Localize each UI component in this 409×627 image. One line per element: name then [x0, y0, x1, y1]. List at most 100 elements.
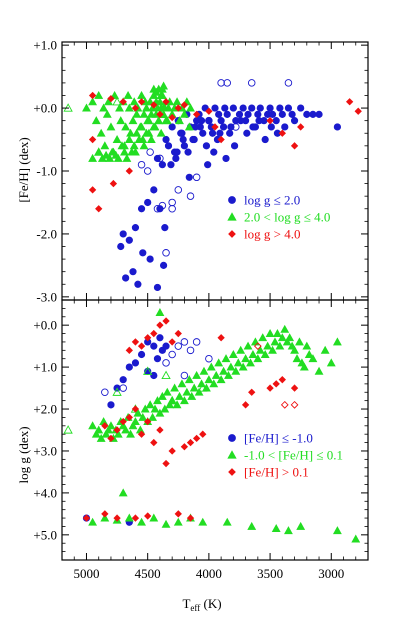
data-point: [292, 354, 302, 363]
data-point: [186, 103, 195, 112]
y-axis-title-top: [Fe/H] (dex): [16, 137, 31, 202]
data-point: [156, 426, 164, 434]
data-point: [142, 103, 151, 112]
data-point: [244, 110, 252, 118]
data-point: [126, 429, 135, 438]
data-point: [88, 91, 97, 100]
data-point: [192, 173, 201, 182]
data-point: [88, 421, 98, 430]
data-point: [332, 526, 342, 535]
data-point: [192, 110, 201, 119]
legend-label: [Fe/H] ≤ -1.0: [244, 431, 313, 446]
data-point: [143, 167, 152, 175]
data-point: [88, 135, 97, 144]
data-point: [255, 345, 265, 354]
data-point: [99, 103, 109, 112]
data-point: [131, 514, 140, 522]
legend-marker-circle: [228, 434, 236, 442]
data-point: [253, 354, 263, 363]
data-point: [102, 109, 112, 118]
data-point: [253, 342, 262, 350]
y-tick-label: +5.0: [33, 527, 57, 542]
data-point: [158, 161, 166, 169]
data-point: [219, 366, 228, 375]
data-point: [131, 417, 140, 426]
data-point: [121, 425, 131, 434]
data-point: [128, 116, 138, 125]
data-point: [127, 147, 137, 156]
series-green-triangle-filled: [88, 308, 361, 543]
data-point: [113, 426, 121, 434]
data-point: [206, 362, 216, 371]
data-point: [119, 384, 127, 392]
data-point: [332, 337, 342, 346]
x-axis-title-subscript: eff: [190, 603, 200, 613]
data-point: [168, 198, 176, 207]
data-point: [175, 391, 184, 400]
data-point: [156, 321, 164, 329]
data-point: [175, 116, 184, 125]
data-point: [192, 434, 201, 443]
data-point: [128, 421, 138, 430]
data-point: [278, 129, 286, 137]
data-point: [250, 337, 260, 346]
y-axis-title-bottom: log g (dex): [16, 426, 31, 483]
data-point: [122, 274, 130, 282]
data-point: [168, 447, 176, 455]
data-point: [168, 350, 176, 359]
data-point: [134, 280, 142, 288]
series-red-diamond-filled: [82, 317, 299, 522]
data-point: [174, 510, 182, 518]
data-point: [177, 129, 185, 137]
data-point: [174, 104, 182, 112]
data-point: [150, 404, 160, 413]
data-point: [156, 128, 166, 137]
data-point: [226, 129, 234, 137]
data-point: [115, 103, 124, 112]
data-point: [112, 387, 122, 396]
data-point: [216, 129, 224, 137]
data-point: [107, 401, 115, 409]
data-point: [95, 205, 103, 213]
data-point: [290, 345, 299, 354]
data-points: [63, 79, 362, 292]
data-point: [248, 104, 256, 112]
y-tick-label: -1.0: [36, 164, 57, 179]
data-point: [101, 422, 109, 430]
data-point: [303, 110, 311, 118]
data-point: [191, 123, 200, 131]
data-point: [236, 345, 246, 354]
x-tick-label: 4000: [196, 566, 222, 581]
data-point: [131, 338, 140, 346]
data-point: [211, 370, 221, 379]
data-point: [177, 379, 187, 388]
data-point: [345, 98, 354, 106]
data-point: [209, 379, 219, 388]
data-point: [308, 354, 318, 363]
data-point: [125, 346, 133, 354]
data-point: [137, 430, 146, 438]
data-point: [186, 192, 195, 200]
data-point: [172, 154, 180, 163]
data-point: [124, 513, 134, 522]
data-point: [153, 154, 162, 163]
data-point: [168, 338, 176, 346]
data-point: [180, 443, 189, 451]
data-point: [172, 97, 182, 106]
legend: log g ≤ 2.0 2.0 < log g ≤ 4.0 log g > 4.0: [227, 193, 330, 242]
data-point: [173, 148, 181, 156]
data-point: [215, 110, 223, 118]
data-point: [192, 338, 201, 346]
y-ticks: +0.0 +1.0 +2.0 +3.0 +4.0 +5.0: [33, 299, 368, 561]
data-point: [198, 517, 208, 526]
data-point: [148, 412, 157, 421]
data-point: [143, 366, 153, 375]
data-point: [228, 349, 238, 358]
data-point: [280, 324, 290, 333]
data-point: [237, 117, 245, 125]
data-point: [295, 337, 304, 346]
data-point: [173, 517, 183, 526]
data-point: [105, 153, 115, 162]
y-tick-label: +0.0: [33, 318, 57, 333]
data-point: [277, 333, 287, 342]
